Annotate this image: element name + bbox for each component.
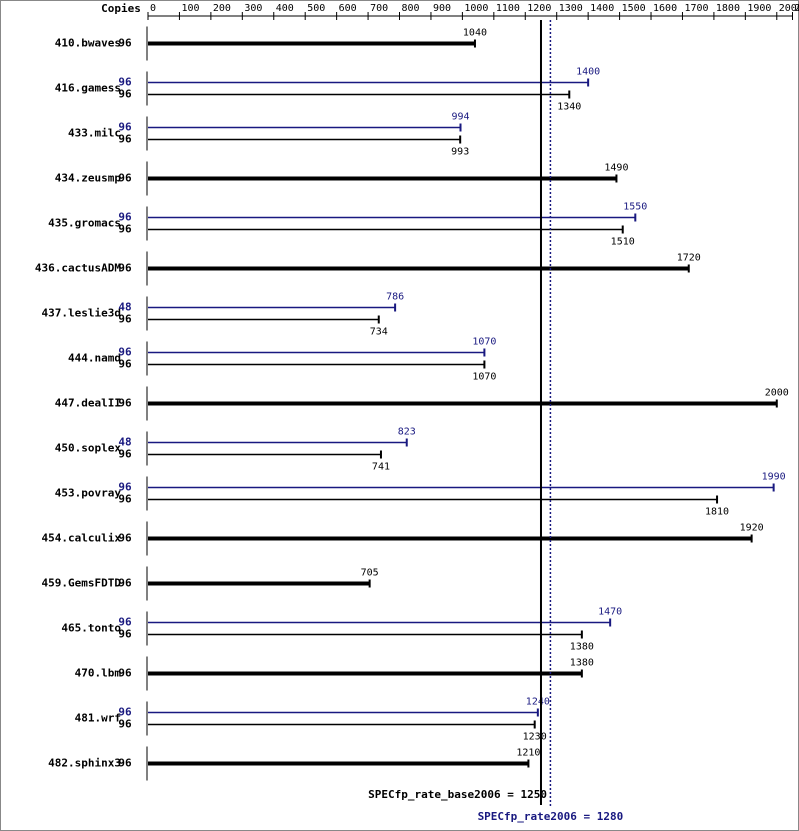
copies-label: 96	[118, 121, 132, 134]
value-label: 1040	[463, 28, 487, 39]
value-label: 1470	[598, 607, 622, 618]
copies-label: 96	[118, 223, 132, 236]
value-label: 1070	[472, 372, 496, 383]
copies-label: 96	[118, 616, 132, 629]
x-tick-label: 2050	[795, 3, 799, 14]
value-label: 2000	[765, 388, 789, 399]
copies-label: 96	[118, 76, 132, 89]
x-tick-label: 600	[339, 3, 357, 14]
copies-label: 96	[118, 88, 132, 101]
value-label: 1380	[570, 642, 594, 653]
x-tick-label: 1800	[716, 3, 740, 14]
copies-label: 96	[118, 133, 132, 146]
x-tick-label: 1000	[464, 3, 488, 14]
x-tick-label: 400	[276, 3, 294, 14]
x-tick-label: 1100	[496, 3, 520, 14]
value-label: 1550	[623, 202, 647, 213]
benchmark-name: 470.lbm	[75, 667, 122, 680]
x-tick-label: 1700	[684, 3, 708, 14]
base-reference-label: SPECfp_rate_base2006 = 1250	[368, 788, 547, 801]
x-tick-label: 900	[433, 3, 451, 14]
value-label: 1810	[705, 507, 729, 518]
x-tick-label: 1600	[653, 3, 677, 14]
value-label: 993	[451, 147, 469, 158]
x-tick-label: 1300	[559, 3, 583, 14]
benchmark-name: 410.bwaves	[55, 37, 121, 50]
value-label: 1210	[516, 748, 540, 759]
copies-label: 96	[118, 448, 132, 461]
x-tick-label: 800	[402, 3, 420, 14]
benchmark-name: 433.milc	[68, 127, 121, 140]
benchmark-name: 437.leslie3d	[42, 307, 121, 320]
x-tick-label: 1200	[527, 3, 551, 14]
copies-label: 96	[118, 262, 132, 275]
benchmark-name: 482.sphinx3	[48, 757, 121, 770]
x-tick-label: 1900	[747, 3, 771, 14]
copies-label: 96	[118, 397, 132, 410]
benchmark-name: 481.wrf	[75, 712, 121, 725]
benchmark-name: 459.GemsFDTD	[42, 577, 122, 590]
peak-reference-label: SPECfp_rate2006 = 1280	[478, 810, 624, 823]
x-tick-label: 700	[370, 3, 388, 14]
value-label: 1380	[570, 658, 594, 669]
benchmark-name: 450.soplex	[55, 442, 122, 455]
benchmark-name: 435.gromacs	[48, 217, 121, 230]
value-label: 1240	[526, 697, 550, 708]
value-label: 994	[451, 112, 469, 123]
benchmark-name: 434.zeusmp	[55, 172, 122, 185]
x-tick-label: 300	[244, 3, 262, 14]
value-label: 1920	[740, 523, 764, 534]
copies-label: 96	[118, 628, 132, 641]
copies-label: 96	[118, 358, 132, 371]
copies-label: 96	[118, 493, 132, 506]
copies-label: 96	[118, 718, 132, 731]
x-tick-label: 2000	[779, 3, 799, 14]
x-tick-label: 500	[307, 3, 325, 14]
benchmark-name: 416.gamess	[55, 82, 121, 95]
copies-label: 96	[118, 577, 132, 590]
copies-label: 96	[118, 313, 132, 326]
copies-label: 96	[118, 211, 132, 224]
value-label: 1510	[611, 237, 635, 248]
value-label: 741	[372, 462, 390, 473]
benchmark-name: 444.namd	[68, 352, 121, 365]
copies-label: 96	[118, 667, 132, 680]
value-label: 1490	[604, 163, 628, 174]
value-label: 1990	[762, 472, 786, 483]
benchmark-name: 465.tonto	[61, 622, 121, 635]
x-tick-label: 1400	[590, 3, 614, 14]
value-label: 1720	[677, 253, 701, 264]
x-tick-label: 100	[181, 3, 199, 14]
copies-label: 48	[118, 301, 131, 314]
copies-label: 48	[118, 436, 131, 449]
value-label: 705	[361, 568, 379, 579]
benchmark-name: 453.povray	[55, 487, 122, 500]
value-label: 1230	[523, 732, 547, 743]
benchmark-name: 436.cactusADM	[35, 262, 121, 275]
x-tick-label: 1500	[622, 3, 646, 14]
benchmark-name: 447.dealII	[55, 397, 121, 410]
copies-label: 96	[118, 532, 132, 545]
copies-label: 96	[118, 706, 132, 719]
copies-label: 96	[118, 481, 132, 494]
x-tick-label: 0	[150, 3, 156, 14]
value-label: 1400	[576, 67, 600, 78]
copies-label: 96	[118, 37, 132, 50]
value-label: 734	[370, 327, 388, 338]
copies-label: 96	[118, 346, 132, 359]
copies-header: Copies	[101, 2, 141, 15]
benchmark-name: 454.calculix	[42, 532, 122, 545]
value-label: 786	[386, 292, 404, 303]
value-label: 1340	[557, 102, 581, 113]
value-label: 823	[398, 427, 416, 438]
copies-label: 96	[118, 172, 132, 185]
copies-label: 96	[118, 757, 132, 770]
x-tick-label: 200	[213, 3, 231, 14]
value-label: 1070	[472, 337, 496, 348]
